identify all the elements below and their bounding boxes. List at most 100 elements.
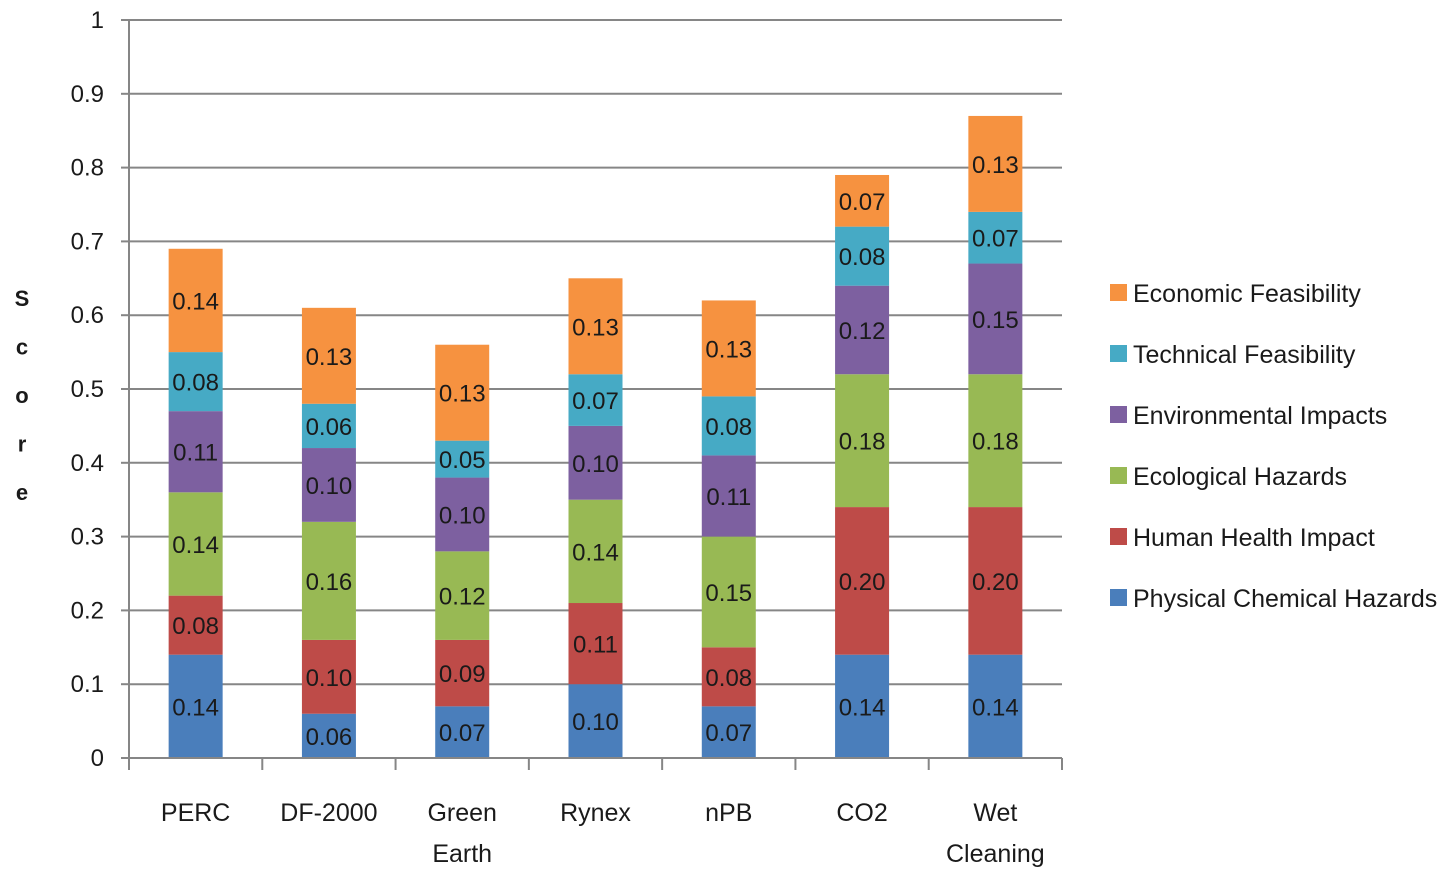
y-axis-label-letter: S — [15, 286, 30, 311]
legend-label: Human Health Impact — [1133, 524, 1375, 552]
bar-segment — [435, 477, 490, 552]
bar-segment — [968, 211, 1023, 264]
data-label: 0.13 — [705, 336, 752, 363]
data-label: 0.11 — [173, 440, 218, 467]
bar-segment — [701, 300, 756, 397]
data-label: 0.15 — [972, 307, 1019, 334]
data-label: 0.07 — [572, 388, 619, 415]
bars: 0.14 0.08 0.14 0.11 0.08 0.14 0.06 0.10 0.16 0.10… — [168, 115, 1023, 758]
y-axis-label-letter: r — [18, 432, 27, 457]
x-category-label: Earth — [432, 840, 492, 868]
y-tick-label: 0.5 — [71, 376, 104, 403]
data-label: 0.11 — [573, 632, 618, 659]
x-category-label: nPB — [705, 799, 752, 827]
data-label: 0.06 — [306, 414, 353, 441]
data-label: 0.14 — [572, 539, 619, 566]
legend-swatch — [1110, 284, 1127, 301]
data-label: 0.14 — [172, 532, 219, 559]
bar-segment — [168, 411, 223, 493]
y-axis-label-letter: c — [16, 335, 28, 360]
y-tick-label: 0.7 — [71, 228, 104, 255]
x-category-labels: PERC DF-2000 Green Earth Rynex nPB CO2 Wet Clean… — [161, 799, 1045, 868]
data-label: 0.09 — [439, 661, 486, 688]
data-label: 0.13 — [572, 314, 619, 341]
y-tick-label: 0 — [91, 745, 104, 772]
y-tick-label: 0.4 — [71, 450, 104, 477]
bar-segment — [568, 684, 623, 758]
data-label: 0.10 — [306, 473, 353, 500]
bar-segment — [301, 521, 356, 640]
legend-swatch — [1110, 528, 1127, 545]
y-tick-label: 0.1 — [71, 671, 104, 698]
data-label: 0.20 — [972, 569, 1019, 596]
data-label: 0.15 — [705, 580, 752, 607]
legend: Economic Feasibility Technical Feasibilit… — [1110, 280, 1437, 613]
bar-segment — [301, 639, 356, 714]
y-tick-label: 0.6 — [71, 302, 104, 329]
data-label: 0.14 — [972, 694, 1019, 721]
y-tick-label: 0.8 — [71, 155, 104, 182]
legend-label: Technical Feasibility — [1133, 341, 1356, 369]
x-category-label: CO2 — [836, 799, 887, 827]
data-label: 0.12 — [839, 318, 886, 345]
bar-segment — [301, 403, 356, 449]
bar-segment — [435, 551, 490, 640]
bar-segment — [835, 226, 890, 286]
y-tick-labels: 0 0.1 0.2 0.3 0.4 0.5 0.6 0.7 0.8 0.9 1 — [71, 7, 104, 772]
legend-swatch — [1110, 467, 1127, 484]
bar-segment — [435, 639, 490, 707]
data-label: 0.08 — [705, 414, 752, 441]
data-label: 0.20 — [839, 569, 886, 596]
bar-segment — [168, 654, 223, 758]
data-label: 0.18 — [972, 429, 1019, 456]
bar-segment — [701, 396, 756, 456]
bar-segment — [835, 507, 890, 655]
bar-segment — [968, 654, 1023, 758]
bar-segment — [568, 425, 623, 500]
bar-segment — [701, 536, 756, 648]
bar-segment — [968, 507, 1023, 655]
data-label: 0.07 — [972, 226, 1019, 253]
bar-segment — [835, 374, 890, 508]
data-label: 0.07 — [705, 720, 752, 747]
x-category-label: Wet — [973, 799, 1017, 827]
data-label: 0.07 — [439, 720, 486, 747]
legend-swatch — [1110, 345, 1127, 362]
data-label: 0.07 — [839, 189, 886, 216]
bar-segment — [835, 174, 890, 227]
data-label: 0.05 — [439, 447, 486, 474]
data-label: 0.13 — [439, 381, 486, 408]
data-label: 0.10 — [572, 451, 619, 478]
data-label: 0.14 — [839, 694, 886, 721]
bar-segment — [568, 603, 623, 685]
axes — [121, 19, 1063, 770]
data-label: 0.14 — [172, 694, 219, 721]
bar-segment — [568, 374, 623, 426]
data-label: 0.12 — [439, 584, 486, 611]
data-label: 0.11 — [706, 484, 751, 511]
bar-segment — [301, 448, 356, 522]
legend-label: Ecological Hazards — [1133, 463, 1347, 491]
legend-swatch — [1110, 589, 1127, 606]
y-axis-label-letter: o — [15, 383, 28, 408]
legend-swatch — [1110, 406, 1127, 423]
data-label: 0.08 — [839, 244, 886, 271]
x-category-label: PERC — [161, 799, 230, 827]
bar-segment — [835, 654, 890, 758]
bar-segment — [701, 706, 756, 758]
legend-label: Environmental Impacts — [1133, 402, 1387, 430]
data-label: 0.08 — [172, 613, 219, 640]
y-tick-label: 0.2 — [71, 597, 104, 624]
data-label: 0.06 — [306, 724, 353, 751]
data-label: 0.10 — [306, 665, 353, 692]
x-category-label: Cleaning — [946, 840, 1045, 868]
bar-segment — [968, 374, 1023, 508]
data-label: 0.08 — [172, 370, 219, 397]
bar-segment — [435, 706, 490, 758]
bar-segment — [835, 285, 890, 375]
bar-segment — [568, 499, 623, 604]
bar-segment — [435, 440, 490, 478]
x-category-label: Rynex — [560, 799, 631, 827]
